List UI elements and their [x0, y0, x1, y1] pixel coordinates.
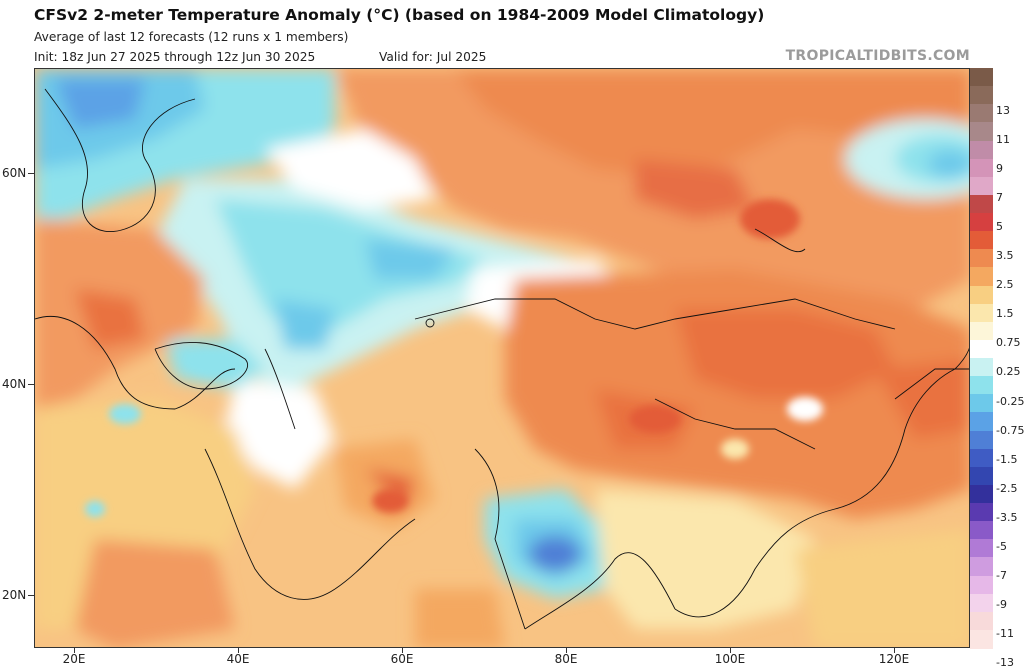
colorbar-cell	[970, 68, 993, 87]
lon-label-20e: 20E	[62, 652, 86, 666]
colorbar-cell	[970, 376, 993, 395]
colorbar-label: -9	[996, 597, 1007, 611]
lon-label-80e: 80E	[554, 652, 578, 666]
lat-label-60n: 60N	[2, 166, 27, 180]
colorbar-label: 0.25	[996, 365, 1021, 379]
lon-label-100e: 100E	[714, 652, 746, 666]
colorbar-cell	[970, 503, 993, 522]
colorbar-cell	[970, 231, 993, 250]
anomaly-details	[85, 199, 823, 517]
colorbar-label: -5	[996, 539, 1007, 553]
colorbar-cell	[970, 484, 993, 504]
colorbar-label: -0.75	[996, 423, 1024, 437]
map-title: CFSv2 2-meter Temperature Anomaly (°C) (…	[34, 6, 765, 24]
colorbar-cell	[970, 466, 993, 486]
lat-tick-60n	[28, 173, 34, 174]
map-subtitle: Average of last 12 forecasts (12 runs x …	[34, 30, 349, 44]
colorbar-cell	[970, 122, 993, 142]
lat-label-40n: 40N	[2, 377, 27, 391]
colorbar-cell	[970, 140, 993, 160]
colorbar-label: 0.75	[996, 336, 1021, 350]
lon-label-40e: 40E	[226, 652, 250, 666]
colorbar-cell	[970, 575, 993, 595]
lon-tick-60e	[402, 648, 403, 653]
colorbar-cell	[970, 611, 993, 631]
colorbar-label: -3.5	[996, 510, 1018, 524]
colorbar-cell	[970, 86, 993, 105]
colorbar-cell	[970, 521, 993, 540]
colorbar-cell	[970, 158, 993, 178]
colorbar-label: 11	[996, 133, 1010, 147]
lon-label-120e: 120E	[878, 652, 910, 666]
brand-watermark: TROPICALTIDBITS.COM	[785, 48, 970, 64]
colorbar-label: 5	[996, 220, 1003, 234]
colorbar-cell	[970, 629, 993, 649]
lon-tick-120e	[894, 648, 895, 653]
lat-tick-20n	[28, 595, 34, 596]
colorbar	[970, 68, 993, 649]
colorbar-cell	[970, 539, 993, 558]
colorbar-cell	[970, 213, 993, 232]
valid-time: Valid for: Jul 2025	[379, 50, 487, 64]
colorbar-cell	[970, 339, 993, 359]
colorbar-cell	[970, 593, 993, 613]
colorbar-cell	[970, 285, 993, 305]
lat-label-20n: 20N	[2, 588, 27, 602]
colorbar-cell	[970, 448, 993, 468]
colorbar-cell	[970, 394, 993, 413]
colorbar-cell	[970, 412, 993, 432]
lon-tick-100e	[730, 648, 731, 653]
colorbar-label: 9	[996, 162, 1003, 176]
map-canvas	[35, 69, 969, 647]
colorbar-cell	[970, 104, 993, 123]
lat-tick-40n	[28, 384, 34, 385]
lon-tick-20e	[74, 648, 75, 653]
lon-tick-40e	[238, 648, 239, 653]
anomaly-map	[34, 68, 970, 648]
colorbar-label: 1.5	[996, 307, 1014, 321]
colorbar-cell	[970, 358, 993, 377]
colorbar-cell	[970, 557, 993, 577]
colorbar-cell	[970, 303, 993, 323]
colorbar-cell	[970, 176, 993, 196]
colorbar-label: 7	[996, 191, 1003, 205]
init-time: Init: 18z Jun 27 2025 through 12z Jun 30…	[34, 50, 316, 64]
colorbar-cell	[970, 321, 993, 341]
colorbar-label: -13	[996, 655, 1014, 669]
colorbar-label: 13	[996, 104, 1010, 117]
colorbar-label: -11	[996, 626, 1014, 640]
colorbar-label: -0.25	[996, 394, 1024, 408]
coastlines	[35, 88, 969, 630]
colorbar-label: -2.5	[996, 481, 1018, 495]
colorbar-cell	[970, 430, 993, 450]
anomaly-field	[35, 69, 969, 647]
colorbar-label: -1.5	[996, 452, 1018, 466]
colorbar-cell	[970, 194, 993, 214]
colorbar-label: 2.5	[996, 278, 1014, 292]
lon-label-60e: 60E	[390, 652, 414, 666]
header: CFSv2 2-meter Temperature Anomaly (°C) (…	[0, 0, 1024, 68]
colorbar-label: 3.5	[996, 249, 1014, 263]
colorbar-label: -7	[996, 568, 1007, 582]
colorbar-cell	[970, 267, 993, 287]
colorbar-cell	[970, 249, 993, 268]
lon-tick-80e	[566, 648, 567, 653]
